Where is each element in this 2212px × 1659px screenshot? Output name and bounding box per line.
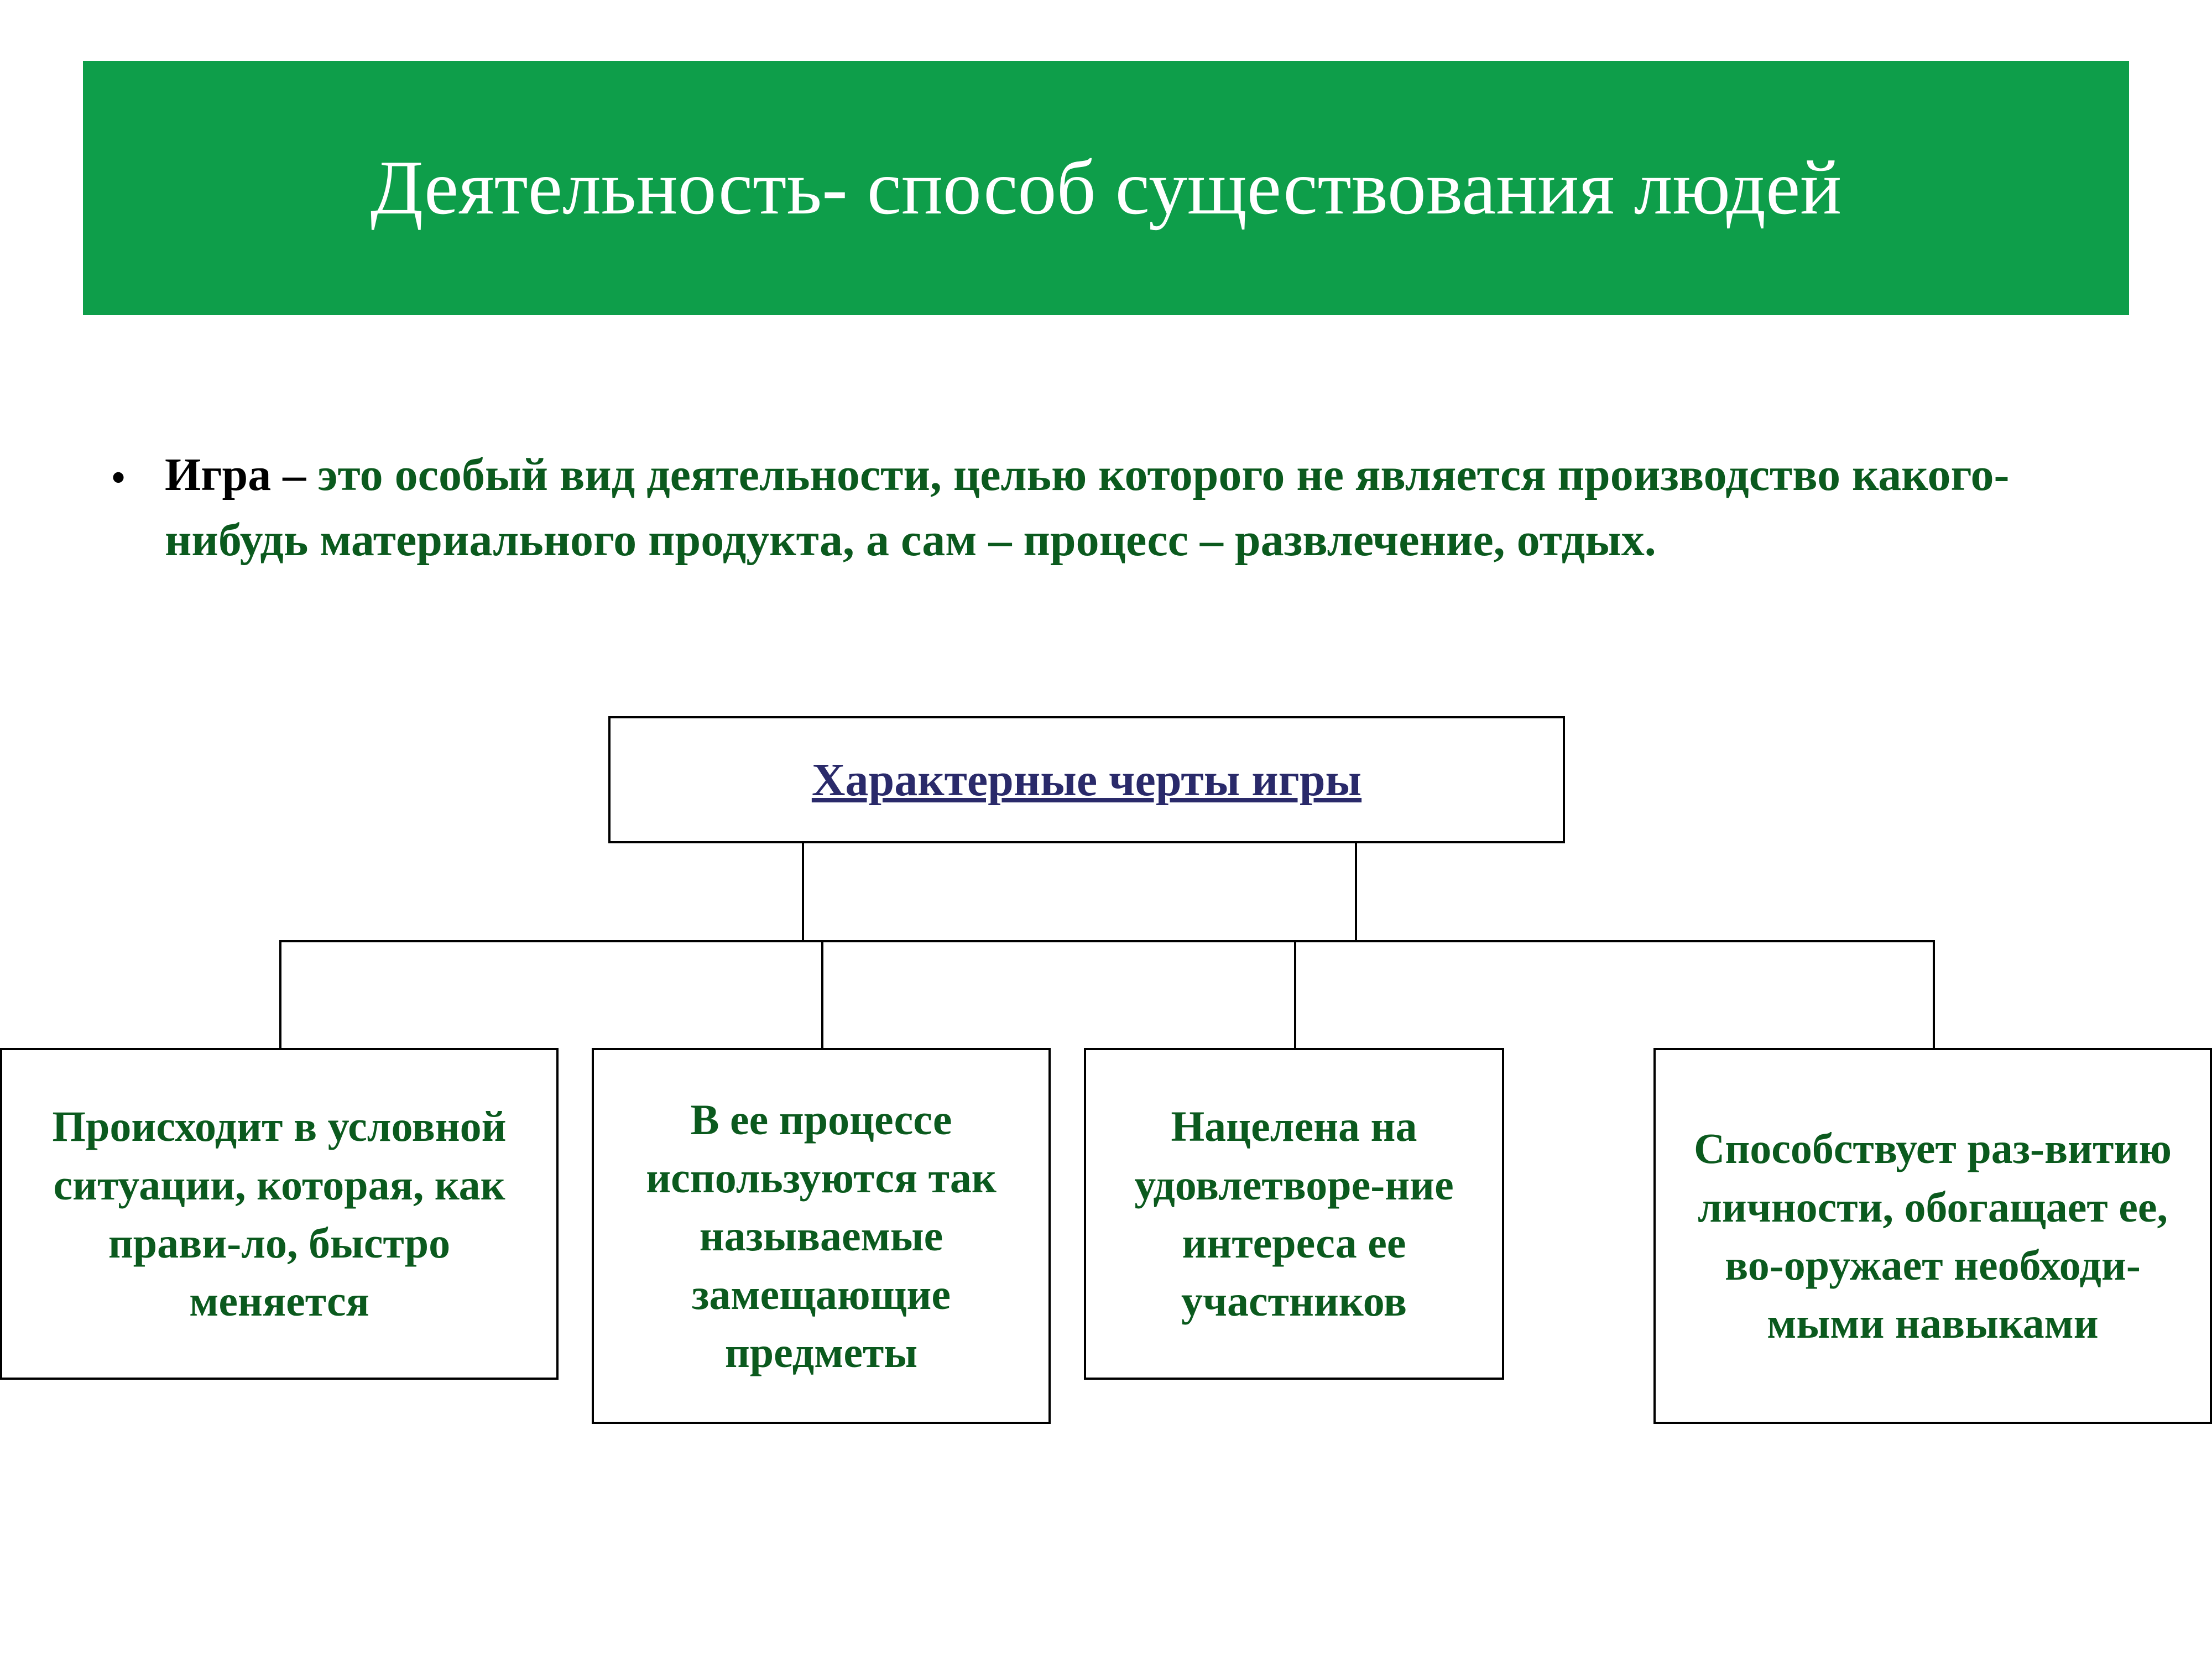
definition-text: Игра – это особый вид деятельности, цель…	[165, 442, 2079, 572]
bullet-dot-icon: •	[111, 442, 126, 500]
diagram-child-box: Происходит в условной ситуации, которая,…	[0, 1048, 559, 1380]
slide: Деятельность- способ существования людей…	[0, 44, 2212, 1615]
diagram-parent-box: Характерные черты игры	[608, 716, 1565, 843]
definition-term: Игра –	[165, 449, 317, 500]
connector-line	[1294, 940, 1296, 1048]
diagram-parent-label: Характерные черты игры	[812, 753, 1361, 807]
diagram-child-box: Нацелена на удовлетворе-ние интереса ее …	[1084, 1048, 1504, 1380]
diagram-child-label: Нацелена на удовлетворе-ние интереса ее …	[1097, 1097, 1491, 1330]
connector-line	[821, 940, 823, 1048]
connector-line	[279, 940, 281, 1048]
diagram-child-label: Способствует раз-витию личности, обогаща…	[1667, 1119, 2199, 1352]
connector-line	[802, 843, 804, 940]
diagram-child-box: Способствует раз-витию личности, обогаща…	[1653, 1048, 2212, 1424]
diagram-child-box: В ее процессе используются так называемы…	[592, 1048, 1051, 1424]
definition-body: это особый вид деятельности, целью котор…	[165, 449, 2010, 566]
title-bar: Деятельность- способ существования людей	[83, 61, 2129, 315]
connector-line	[279, 940, 1935, 942]
connector-line	[1933, 940, 1935, 1048]
slide-title: Деятельность- способ существования людей	[138, 142, 2074, 234]
connector-line	[1355, 843, 1357, 940]
diagram-child-label: Происходит в условной ситуации, которая,…	[13, 1097, 545, 1330]
bullet-row: • Игра – это особый вид деятельности, це…	[111, 442, 2079, 572]
diagram-child-label: В ее процессе используются так называемы…	[605, 1091, 1037, 1381]
